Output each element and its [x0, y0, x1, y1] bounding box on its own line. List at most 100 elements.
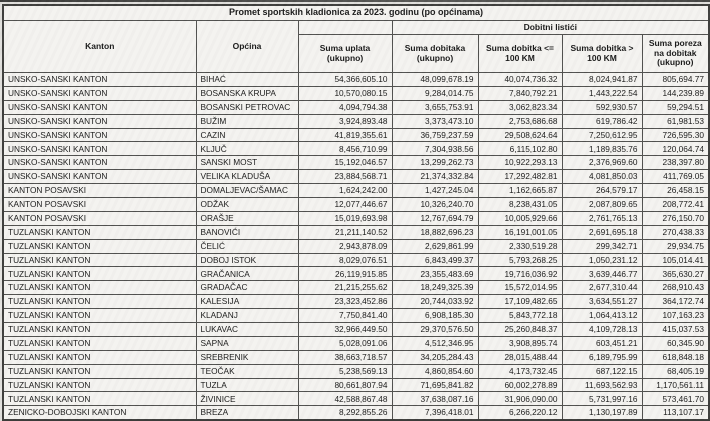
cell-suma-poreza: 618,848.18: [642, 350, 709, 364]
cell-suma-uplata: 15,192,046.57: [298, 156, 392, 170]
cell-suma-poreza: 113,107.17: [642, 406, 709, 420]
cell-kanton: UNSKO-SANSKI KANTON: [3, 114, 196, 128]
cell-suma-dobitaka: 1,427,245.04: [392, 184, 478, 198]
cell-suma-dobitaka: 9,284,014.75: [392, 86, 478, 100]
table-row: KANTON POSAVSKI ODŽAK 12,077,446.67 10,3…: [3, 198, 709, 212]
cell-suma-uplata: 4,094,794.38: [298, 100, 392, 114]
cell-suma-uplata: 41,819,355.61: [298, 128, 392, 142]
table-row: TUZLANSKI KANTON KALESIJA 23,323,452.86 …: [3, 295, 709, 309]
cell-opcina: TUZLA: [196, 378, 298, 392]
cell-suma-poreza: 144,239.89: [642, 86, 709, 100]
cell-suma-dobitka-le-100: 40,074,736.32: [478, 73, 562, 87]
cell-suma-dobitaka: 2,629,861.99: [392, 239, 478, 253]
cell-kanton: KANTON POSAVSKI: [3, 184, 196, 198]
table-header: Promet sportskih kladionica za 2023. god…: [3, 5, 709, 73]
col-header-kanton: Kanton: [3, 21, 196, 73]
cell-kanton: TUZLANSKI KANTON: [3, 392, 196, 406]
table-row: UNSKO-SANSKI KANTON BIHAĆ 54,366,605.10 …: [3, 73, 709, 87]
cell-suma-uplata: 21,215,255.62: [298, 281, 392, 295]
cell-kanton: UNSKO-SANSKI KANTON: [3, 156, 196, 170]
cell-suma-poreza: 270,438.33: [642, 225, 709, 239]
cell-suma-poreza: 805,694.77: [642, 73, 709, 87]
cell-kanton: UNSKO-SANSKI KANTON: [3, 86, 196, 100]
cell-suma-dobitka-le-100: 16,191,001.05: [478, 225, 562, 239]
cell-opcina: ORAŠJE: [196, 211, 298, 225]
cell-suma-dobitaka: 20,744,033.92: [392, 295, 478, 309]
cell-suma-dobitka-le-100: 25,260,848.37: [478, 323, 562, 337]
cell-suma-poreza: 365,630.27: [642, 267, 709, 281]
cell-suma-poreza: 107,163.23: [642, 309, 709, 323]
cell-opcina: ŽIVINICE: [196, 392, 298, 406]
cell-kanton: UNSKO-SANSKI KANTON: [3, 73, 196, 87]
cell-kanton: TUZLANSKI KANTON: [3, 225, 196, 239]
col-header-suma-dobitaka: Suma dobitaka (ukupno): [392, 35, 478, 73]
cell-suma-dobitka-gt-100: 1,050,231.12: [562, 253, 642, 267]
cell-suma-dobitaka: 18,249,325.39: [392, 281, 478, 295]
col-header-suma-dobitka-le-100: Suma dobitka <= 100 KM: [478, 35, 562, 73]
cell-opcina: BREZA: [196, 406, 298, 420]
cell-kanton: TUZLANSKI KANTON: [3, 295, 196, 309]
cell-suma-dobitka-le-100: 2,330,519.28: [478, 239, 562, 253]
table-body: UNSKO-SANSKI KANTON BIHAĆ 54,366,605.10 …: [3, 73, 709, 420]
cell-suma-poreza: 60,345.90: [642, 336, 709, 350]
table-row: UNSKO-SANSKI KANTON BOSANSKA KRUPA 10,57…: [3, 86, 709, 100]
table-row: TUZLANSKI KANTON TEOČAK 5,238,569.13 4,8…: [3, 364, 709, 378]
cell-suma-poreza: 68,405.19: [642, 364, 709, 378]
cell-suma-dobitka-le-100: 29,508,624.64: [478, 128, 562, 142]
table-row: TUZLANSKI KANTON DOBOJ ISTOK 8,029,076.5…: [3, 253, 709, 267]
cell-suma-uplata: 5,028,091.06: [298, 336, 392, 350]
sports-betting-report-table: Promet sportskih kladionica za 2023. god…: [2, 4, 710, 421]
cell-opcina: GRADAČAC: [196, 281, 298, 295]
cell-suma-dobitka-gt-100: 1,189,835.76: [562, 142, 642, 156]
cell-suma-dobitka-gt-100: 2,691,695.18: [562, 225, 642, 239]
cell-suma-uplata: 38,663,718.57: [298, 350, 392, 364]
cell-suma-dobitaka: 29,370,576.50: [392, 323, 478, 337]
cell-suma-dobitka-gt-100: 264,579.17: [562, 184, 642, 198]
table-row: TUZLANSKI KANTON SAPNA 5,028,091.06 4,51…: [3, 336, 709, 350]
cell-suma-uplata: 54,366,605.10: [298, 73, 392, 87]
table-row: UNSKO-SANSKI KANTON BUŽIM 3,924,893.48 3…: [3, 114, 709, 128]
cell-kanton: UNSKO-SANSKI KANTON: [3, 142, 196, 156]
cell-kanton: TUZLANSKI KANTON: [3, 239, 196, 253]
cell-suma-uplata: 2,943,878.09: [298, 239, 392, 253]
cell-suma-dobitka-gt-100: 1,130,197.89: [562, 406, 642, 420]
cell-suma-dobitka-gt-100: 7,250,612.95: [562, 128, 642, 142]
cell-kanton: UNSKO-SANSKI KANTON: [3, 128, 196, 142]
cell-suma-dobitka-le-100: 6,115,102.80: [478, 142, 562, 156]
cell-suma-uplata: 8,292,855.26: [298, 406, 392, 420]
table-row: UNSKO-SANSKI KANTON BOSANSKI PETROVAC 4,…: [3, 100, 709, 114]
cell-suma-dobitka-gt-100: 2,376,969.60: [562, 156, 642, 170]
cell-opcina: ODŽAK: [196, 198, 298, 212]
cell-suma-dobitaka: 23,355,483.69: [392, 267, 478, 281]
cell-kanton: TUZLANSKI KANTON: [3, 267, 196, 281]
table-row: UNSKO-SANSKI KANTON KLJUČ 8,456,710.99 7…: [3, 142, 709, 156]
cell-suma-dobitka-le-100: 10,922,293.13: [478, 156, 562, 170]
cell-suma-poreza: 26,458.15: [642, 184, 709, 198]
cell-suma-dobitka-gt-100: 592,930.57: [562, 100, 642, 114]
cell-suma-dobitaka: 6,908,185.30: [392, 309, 478, 323]
cell-suma-poreza: 1,170,561.11: [642, 378, 709, 392]
col-header-suma-dobitka-gt-100: Suma dobitka > 100 KM: [562, 35, 642, 73]
col-header-suma-poreza: Suma poreza na dobitak (ukupno): [642, 35, 709, 73]
cell-suma-dobitka-le-100: 8,238,431.05: [478, 198, 562, 212]
cell-suma-dobitaka: 3,655,753.91: [392, 100, 478, 114]
cell-suma-dobitka-gt-100: 1,443,222.54: [562, 86, 642, 100]
cell-opcina: BOSANSKA KRUPA: [196, 86, 298, 100]
cell-suma-uplata: 21,211,140.52: [298, 225, 392, 239]
table-row: UNSKO-SANSKI KANTON CAZIN 41,819,355.61 …: [3, 128, 709, 142]
cell-suma-dobitaka: 36,759,237.59: [392, 128, 478, 142]
cell-kanton: KANTON POSAVSKI: [3, 198, 196, 212]
cell-kanton: TUZLANSKI KANTON: [3, 281, 196, 295]
cell-suma-uplata: 15,019,693.98: [298, 211, 392, 225]
cell-suma-uplata: 23,323,452.86: [298, 295, 392, 309]
cell-kanton: TUZLANSKI KANTON: [3, 364, 196, 378]
cell-suma-uplata: 5,238,569.13: [298, 364, 392, 378]
cell-kanton: UNSKO-SANSKI KANTON: [3, 170, 196, 184]
cell-opcina: DOMALJEVAC/ŠAMAC: [196, 184, 298, 198]
cell-suma-dobitaka: 21,374,332.84: [392, 170, 478, 184]
cell-suma-poreza: 573,461.70: [642, 392, 709, 406]
cell-suma-dobitka-le-100: 4,173,732.45: [478, 364, 562, 378]
cell-suma-dobitka-le-100: 17,109,482.65: [478, 295, 562, 309]
table-row: TUZLANSKI KANTON SREBRENIK 38,663,718.57…: [3, 350, 709, 364]
cell-suma-dobitka-gt-100: 2,677,310.44: [562, 281, 642, 295]
